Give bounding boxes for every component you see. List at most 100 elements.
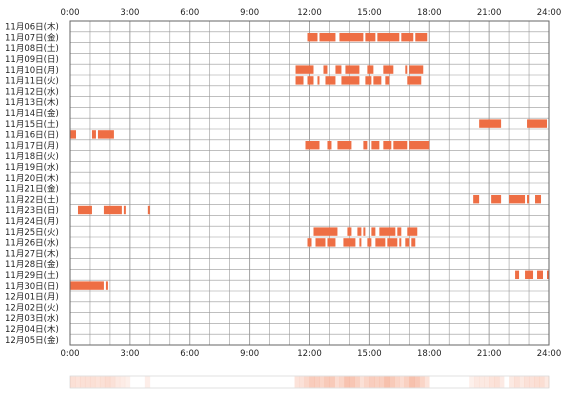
row-date-label: 11月18日(火) [5, 152, 59, 162]
activity-bar [367, 65, 374, 74]
activity-bar [319, 33, 336, 42]
density-cell [114, 376, 121, 388]
row-date-label: 11月10日(月) [5, 66, 59, 76]
density-cell [339, 376, 345, 388]
density-cell [399, 376, 405, 388]
activity-bar [323, 65, 328, 74]
activity-bar [387, 238, 398, 247]
density-cell [294, 376, 300, 388]
row-date-label: 11月14日(金) [5, 108, 59, 119]
activity-bar [315, 238, 326, 247]
density-cell [534, 376, 540, 388]
grid-lines [70, 21, 549, 345]
x-tick-label-bottom: 9:00 [240, 349, 259, 359]
density-cell [414, 376, 420, 388]
activity-bar [335, 65, 342, 74]
activity-bar [379, 227, 396, 236]
row-date-label: 11月16日(日) [5, 131, 59, 141]
activity-bar [401, 33, 414, 42]
date-row-labels: 11月06日(木)11月07日(金)11月08日(土)11月09日(日)11月1… [5, 22, 59, 346]
activity-bar [515, 270, 520, 279]
activity-bar [147, 205, 150, 215]
activity-bar [411, 238, 416, 247]
row-date-label: 11月24日(月) [5, 217, 59, 227]
density-cell [389, 376, 395, 388]
activity-bar [305, 141, 320, 150]
activity-bar [363, 227, 366, 236]
row-date-label: 11月08日(土) [5, 43, 59, 54]
activity-bar [307, 238, 312, 247]
x-tick-label-bottom: 24:00 [537, 349, 562, 359]
density-cell [314, 376, 320, 388]
activity-bar [407, 76, 422, 85]
density-cell [349, 376, 355, 388]
activity-bar [337, 141, 352, 150]
density-cell [519, 376, 525, 388]
x-tick-label-top: 6:00 [180, 8, 199, 18]
activity-bar [91, 130, 96, 139]
density-cell [74, 376, 81, 388]
activity-bar [341, 76, 360, 85]
activity-bar [509, 195, 526, 204]
density-cell [309, 376, 315, 388]
activity-bar [377, 33, 400, 42]
density-cell [344, 376, 350, 388]
x-tick-label-top: 21:00 [477, 8, 502, 18]
activity-bar [547, 270, 549, 279]
activity-bar [383, 141, 392, 150]
row-date-label: 11月12日(水) [5, 86, 59, 97]
density-cell [124, 376, 131, 388]
density-cell [424, 376, 430, 388]
density-cell [79, 376, 86, 388]
row-date-label: 12月02日(火) [5, 303, 59, 313]
x-tick-label-top: 18:00 [417, 8, 442, 18]
x-tick-label-bottom: 6:00 [180, 349, 199, 359]
row-date-label: 11月17日(月) [5, 141, 59, 151]
activity-bar [97, 130, 114, 139]
row-date-label: 12月05日(金) [5, 335, 59, 346]
activity-bar [345, 65, 360, 74]
hour-tick-labels: 0:00 0:00 3:00 3:00 6:00 6:00 9:00 9:00 12:00 12:… [60, 8, 561, 359]
activity-bar [317, 76, 320, 85]
density-cell [99, 376, 106, 388]
row-date-label: 11月13日(木) [5, 97, 59, 108]
density-cell [89, 376, 96, 388]
row-date-label: 12月04日(木) [5, 324, 59, 335]
activity-bar [371, 227, 376, 236]
activity-bar [373, 76, 382, 85]
density-cell [409, 376, 415, 388]
density-cell [304, 376, 310, 388]
activity-bar [77, 205, 92, 215]
density-cell [104, 376, 111, 388]
row-date-label: 11月06日(木) [5, 22, 59, 33]
activity-bar [313, 227, 338, 236]
density-cell [319, 376, 325, 388]
row-date-label: 11月27日(木) [5, 248, 59, 259]
x-tick-label-bottom: 15:00 [357, 349, 382, 359]
activity-bar [491, 195, 502, 204]
row-date-label: 11月09日(日) [5, 55, 59, 65]
density-cell [354, 376, 360, 388]
density-cell [70, 376, 76, 388]
density-cell [109, 376, 116, 388]
row-date-label: 11月23日(日) [5, 206, 59, 216]
activity-bar [405, 238, 410, 247]
x-tick-label-bottom: 21:00 [477, 349, 502, 359]
activity-bar [339, 33, 364, 42]
activity-bar [409, 65, 424, 74]
row-date-label: 11月19日(水) [5, 162, 59, 173]
x-tick-label-top: 9:00 [240, 8, 259, 18]
x-tick-label-top: 24:00 [537, 8, 562, 18]
density-cell [404, 376, 410, 388]
density-cell [479, 376, 485, 388]
activity-bar [70, 281, 104, 290]
activity-bar [527, 195, 530, 204]
activity-bar [295, 65, 314, 74]
activity-bar [327, 238, 336, 247]
activity-bar [363, 141, 368, 150]
activity-bar [357, 227, 362, 236]
x-tick-label-top: 15:00 [357, 8, 382, 18]
density-cell [509, 376, 515, 388]
density-cell [334, 376, 340, 388]
plot-border [69, 20, 550, 346]
